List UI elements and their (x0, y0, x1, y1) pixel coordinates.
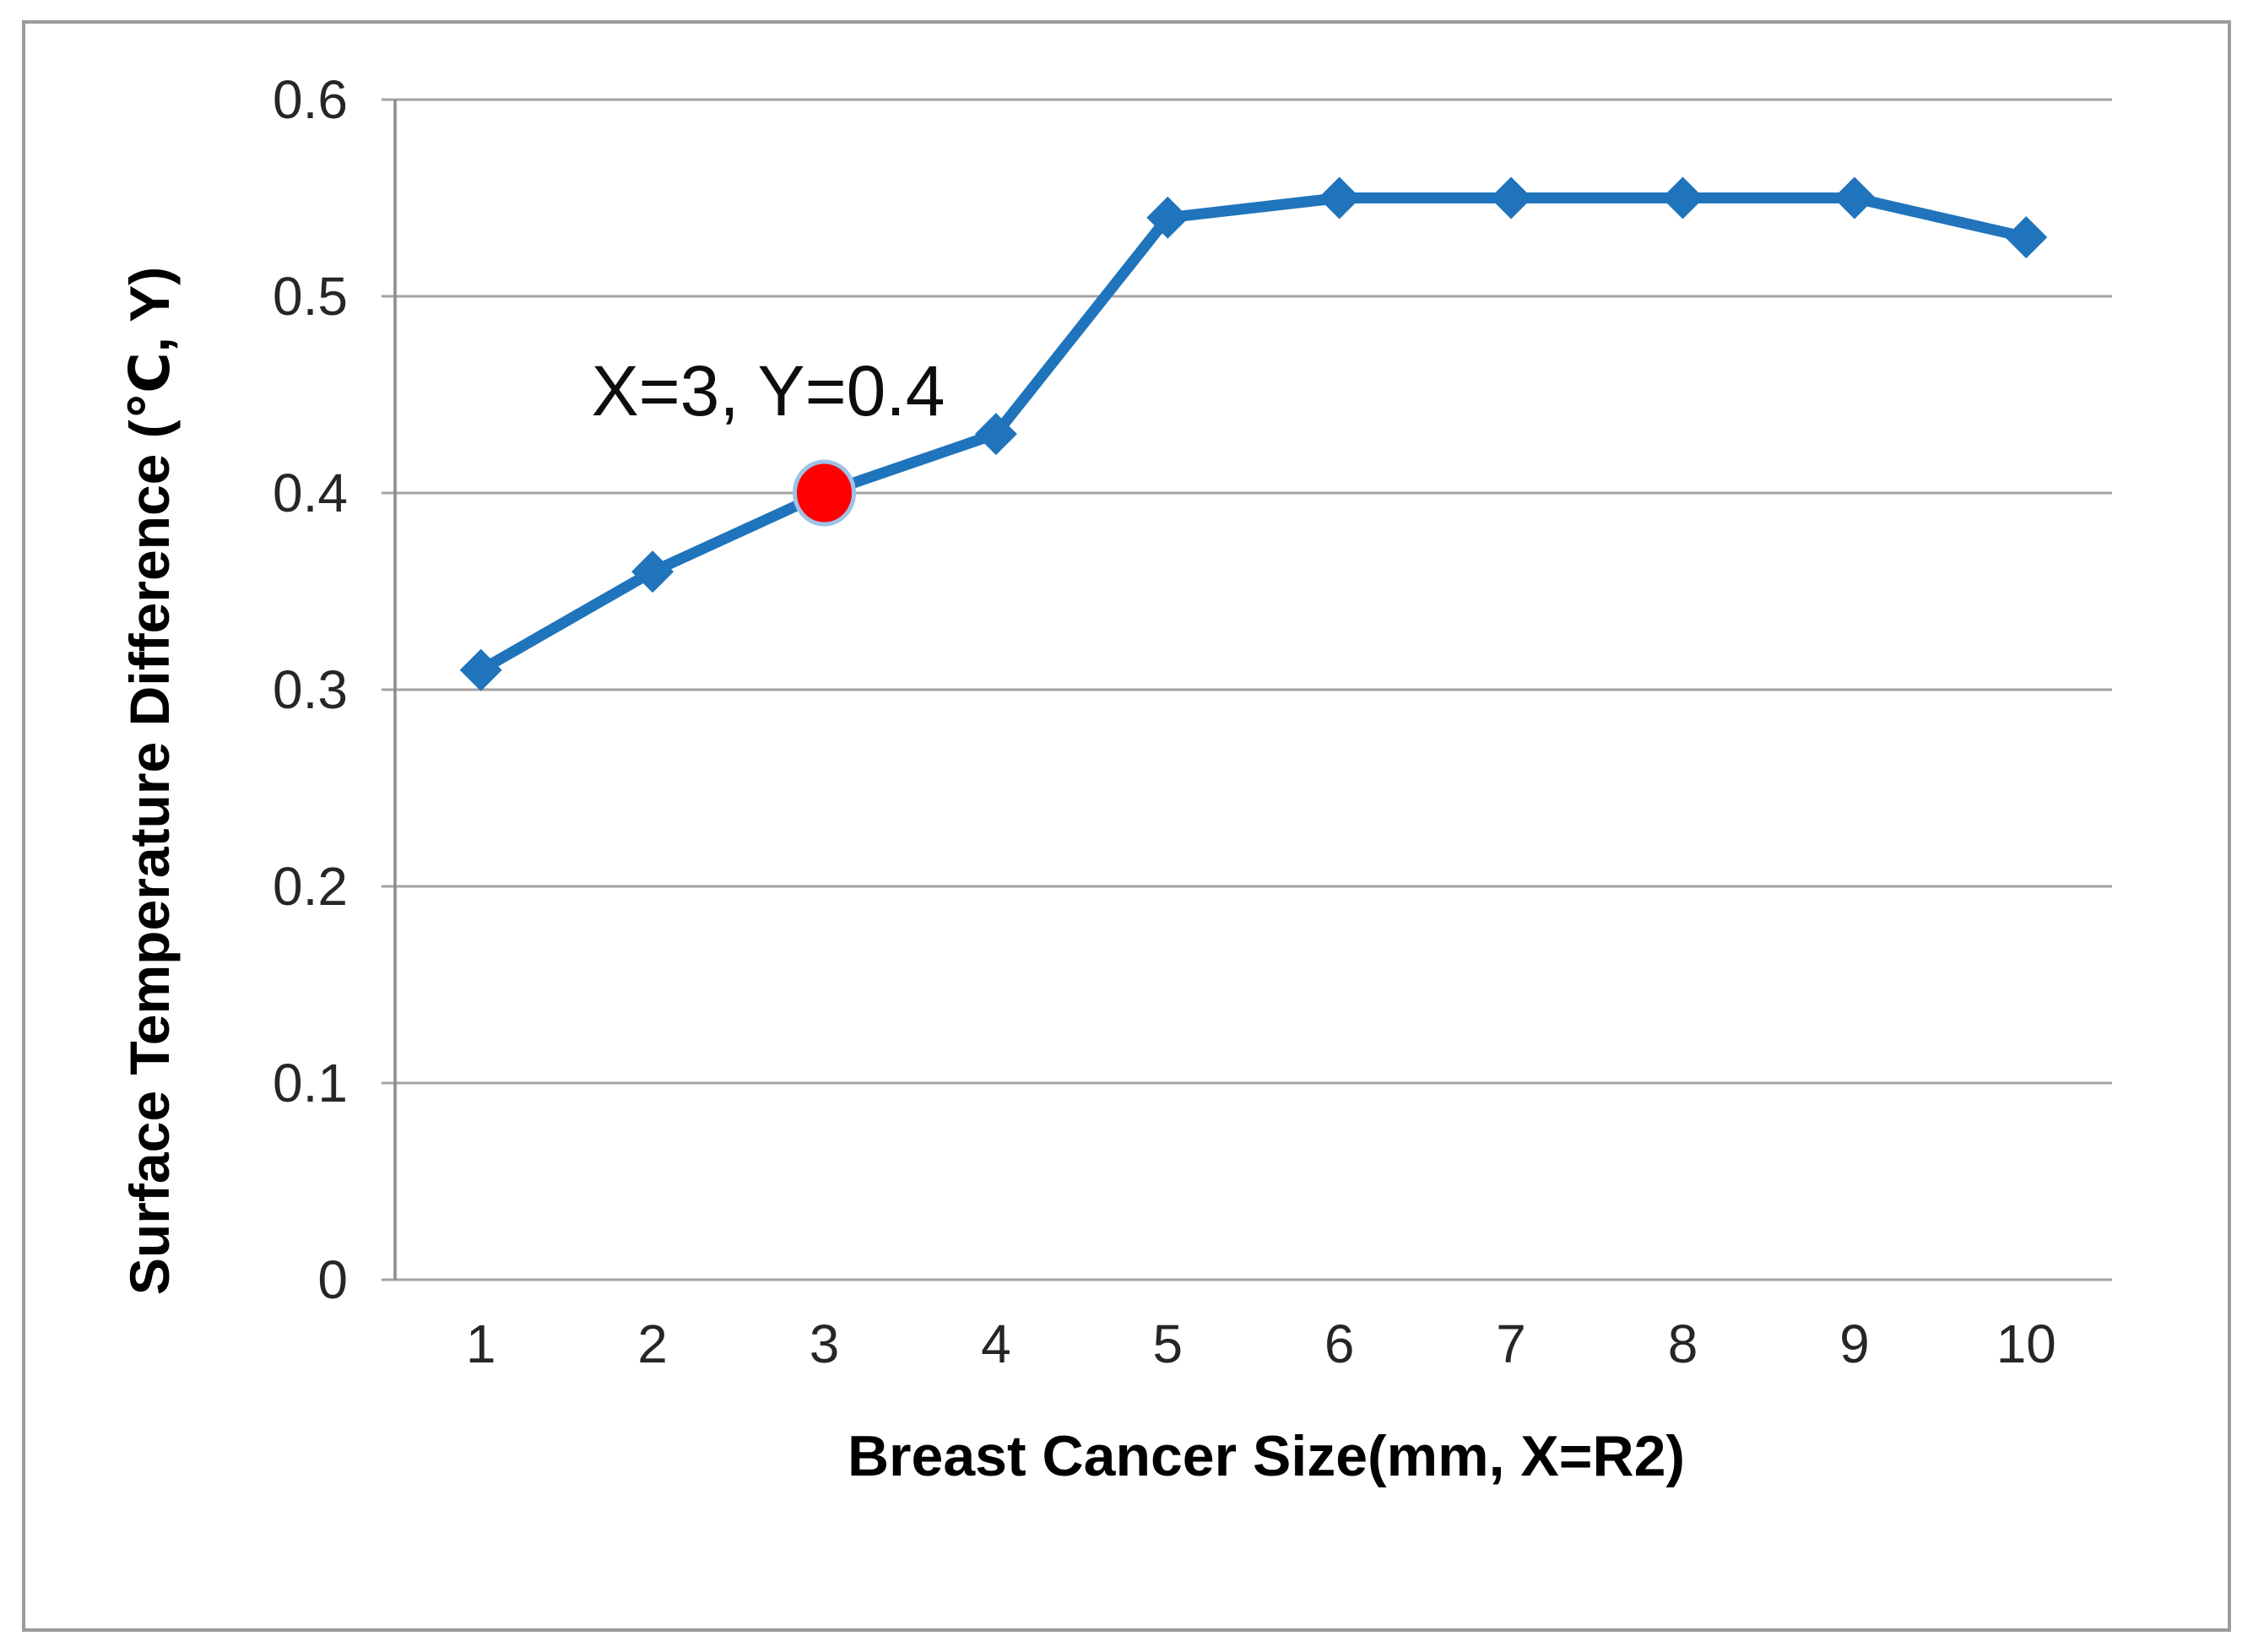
annotation-label: X=3, Y=0.4 (592, 351, 945, 431)
y-tick-label: 0 (317, 1249, 348, 1310)
y-tick-label: 0.6 (273, 69, 348, 130)
x-tick-label: 5 (1153, 1313, 1183, 1374)
diamond-marker (1833, 176, 1876, 219)
y-axis-title: Surface Temperature Difference (℃, Y) (118, 267, 181, 1295)
x-tick-label: 7 (1496, 1313, 1526, 1374)
diamond-marker (974, 413, 1017, 456)
x-tick-label: 8 (1668, 1313, 1698, 1374)
gridlines (382, 98, 2112, 1281)
y-tick-labels: 0 0.1 0.2 0.3 0.4 0.5 0.6 (273, 69, 348, 1310)
x-tick-label: 1 (466, 1313, 496, 1374)
diamond-marker (2005, 216, 2048, 259)
y-tick-label: 0.5 (273, 266, 348, 327)
x-axis-title: Breast Cancer Size(mm, X=R2) (848, 1424, 1685, 1488)
highlighted-data-point (793, 459, 856, 527)
diamond-marker (1318, 176, 1361, 219)
chart-outer-frame (22, 20, 2231, 1632)
series-line (459, 176, 2048, 691)
series-polyline (475, 192, 2032, 676)
x-tick-labels: 1 2 3 4 5 6 7 8 9 10 (466, 1313, 2056, 1374)
highlight-point (793, 459, 856, 527)
diamond-marker (459, 648, 502, 691)
y-tick-label: 0.3 (273, 659, 348, 720)
diamond-marker (1146, 196, 1189, 239)
y-tick-label: 0.4 (273, 463, 348, 523)
y-tick-label: 0.2 (273, 856, 348, 917)
x-tick-label: 9 (1839, 1313, 1870, 1374)
diamond-marker (1661, 176, 1704, 219)
x-tick-label: 10 (1996, 1313, 2056, 1374)
diamond-marker (1490, 176, 1533, 219)
x-tick-label: 6 (1324, 1313, 1355, 1374)
x-tick-label: 3 (810, 1313, 840, 1374)
diamond-marker (631, 550, 674, 593)
x-tick-label: 2 (637, 1313, 668, 1374)
y-tick-label: 0.1 (273, 1053, 348, 1113)
x-tick-label: 4 (981, 1313, 1011, 1374)
